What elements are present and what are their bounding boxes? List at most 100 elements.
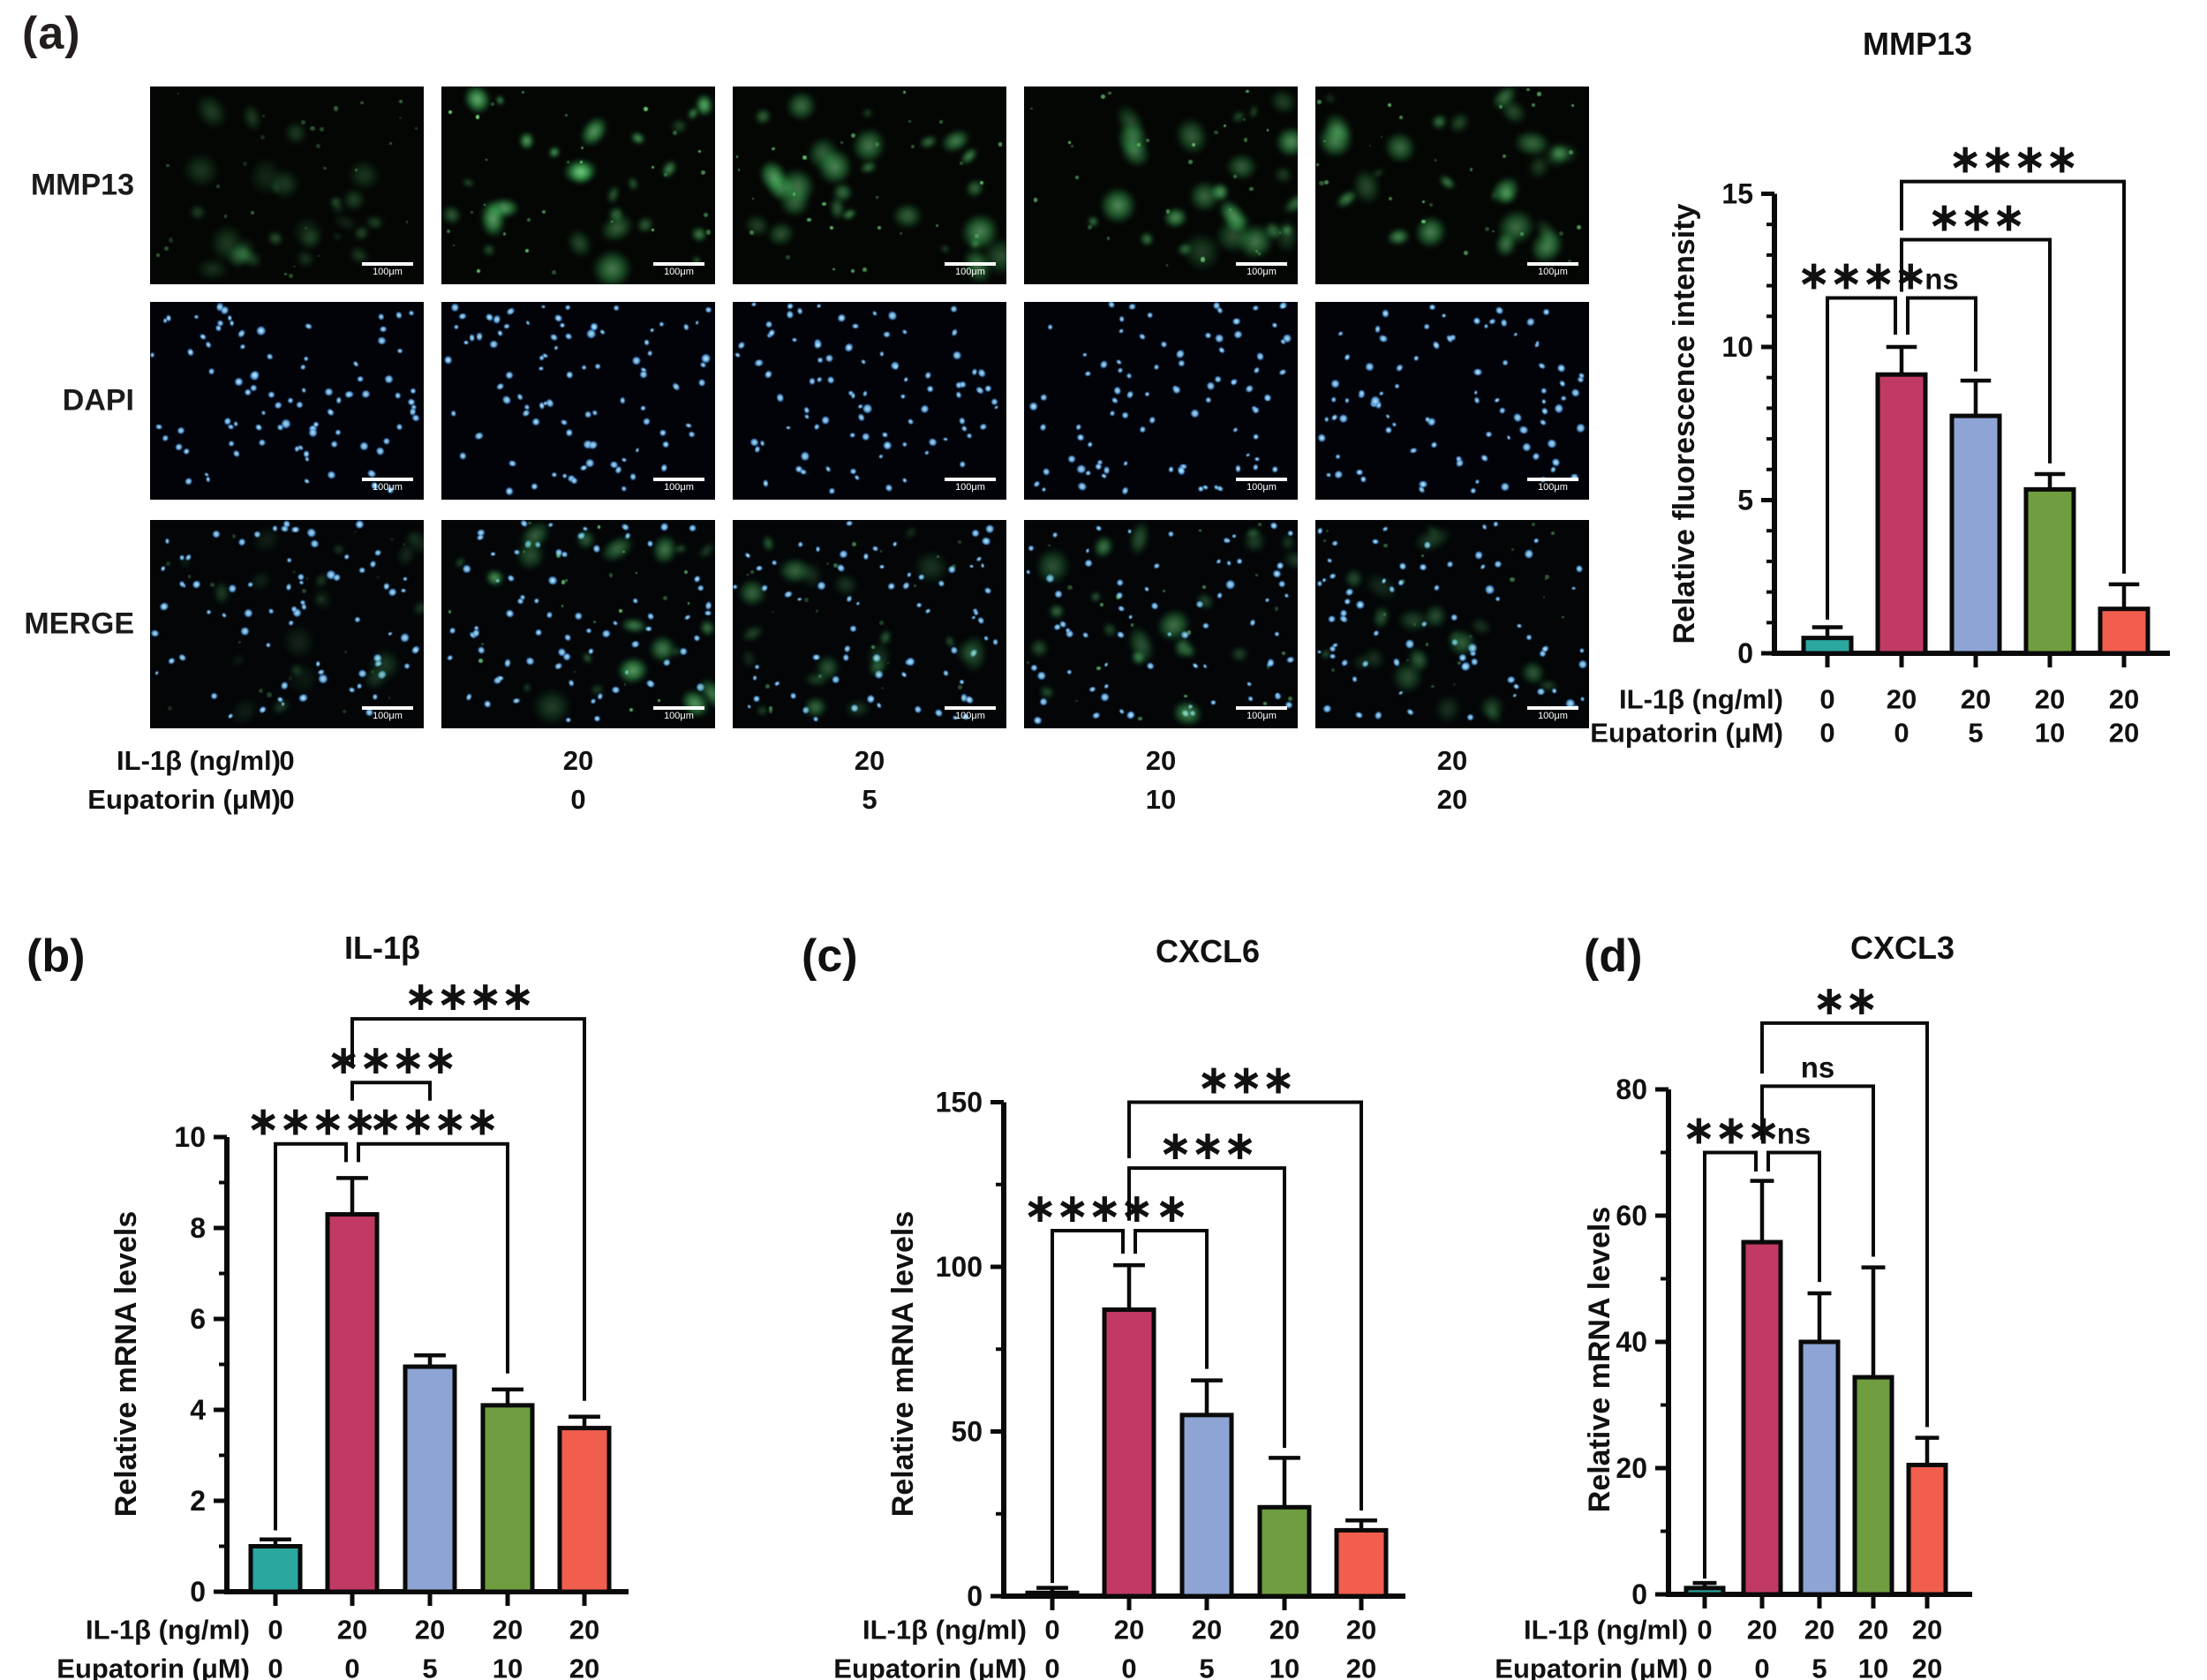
- fluorescence-speck: [957, 685, 962, 690]
- fluorescence-speck: [343, 651, 347, 654]
- micro-tile-mmp13-col2: 100μm: [441, 87, 715, 284]
- fluorescence-speck: [1106, 237, 1111, 240]
- fluorescence-speck: [1088, 225, 1093, 230]
- fluorescence-speck: [1464, 251, 1469, 256]
- x-row-value-1-3: 10: [1269, 1654, 1299, 1680]
- y-tick-label: 0: [1737, 637, 1753, 669]
- fluorescence-speck: [310, 125, 315, 132]
- scale-bar-label: 100μm: [664, 482, 694, 493]
- fluorescence-speck: [851, 133, 856, 139]
- x-row-value-0-3: 20: [493, 1615, 523, 1646]
- fluorescence-speck: [485, 158, 487, 162]
- sig-label-1: ∗: [1155, 1184, 1187, 1232]
- fluorescence-speck: [975, 234, 980, 239]
- treatment-value-1-3: 10: [1145, 784, 1177, 815]
- x-row-value-1-0: 0: [1819, 718, 1834, 749]
- sig-bracket-2: [1900, 237, 2052, 463]
- fluorescence-speck: [1068, 141, 1071, 144]
- fluorescence-speck: [706, 230, 712, 235]
- x-row-label-1: Eupatorin (μM): [1495, 1654, 1688, 1680]
- fluorescence-speck: [405, 221, 409, 223]
- treatment-value-0-2: 20: [854, 745, 885, 776]
- sig-bracket-0: [1826, 296, 1897, 620]
- x-row-value-1-3: 10: [2035, 718, 2065, 749]
- fluorescence-speck: [826, 561, 829, 565]
- x-row-value-1-0: 0: [1697, 1654, 1712, 1680]
- scale-bar-label: 100μm: [1247, 482, 1277, 493]
- y-tick-label: 100: [936, 1251, 983, 1283]
- treatment-value-1-2: 5: [862, 784, 878, 815]
- fluorescence-speck: [1413, 622, 1416, 626]
- x-row-value-1-0: 0: [267, 1654, 282, 1680]
- fluorescence-speck: [609, 573, 614, 577]
- scale-bar: 100μm: [1527, 478, 1578, 493]
- sig-label-2: ∗∗∗: [1927, 193, 2024, 241]
- x-row-label-0: IL-1β (ng/ml): [1524, 1615, 1688, 1646]
- x-row-label-1: Eupatorin (μM): [56, 1654, 250, 1680]
- fluorescence-speck: [1383, 543, 1388, 548]
- fluorescence-speck: [1278, 231, 1282, 234]
- fluorescence-speck: [1426, 643, 1429, 646]
- fluorescence-speck: [802, 154, 807, 160]
- fluorescence-speck: [1401, 578, 1406, 584]
- y-tick-label: 5: [1737, 485, 1753, 516]
- fluorescence-speck: [1263, 701, 1268, 705]
- y-tick-label: 8: [190, 1212, 206, 1244]
- fluorescence-speck: [1200, 257, 1205, 262]
- fluorescence-speck: [644, 107, 648, 111]
- scale-bar-label: 100μm: [373, 267, 403, 277]
- scale-bar: 100μm: [362, 478, 413, 493]
- fluorescence-speck: [480, 642, 485, 646]
- x-row-value-0-3: 20: [2035, 684, 2065, 715]
- fluorescence-speck: [621, 550, 625, 554]
- fluorescence-speck: [881, 686, 885, 690]
- bar-cxcl6-2: [1179, 1413, 1234, 1599]
- fluorescence-speck: [579, 160, 584, 164]
- sig-bracket-1: [1906, 296, 1977, 372]
- fluorescence-speck: [315, 143, 321, 149]
- fluorescence-speck: [875, 142, 880, 147]
- chart-title: IL-1β: [344, 930, 420, 966]
- fluorescence-speck: [862, 267, 867, 273]
- x-row-value-1-3: 10: [1858, 1654, 1888, 1680]
- treatment-value-0-4: 20: [1436, 745, 1468, 776]
- fluorescence-speck: [302, 588, 307, 594]
- x-row-value-1-1: 0: [344, 1654, 359, 1680]
- scale-bar-label: 100μm: [1538, 482, 1568, 493]
- sig-label-1: ∗∗∗∗: [327, 1036, 456, 1083]
- fluorescence-speck: [376, 575, 380, 579]
- fluorescence-speck: [1275, 606, 1279, 611]
- fluorescence-speck: [251, 211, 255, 215]
- sig-label-1: ns: [1925, 262, 1959, 295]
- fluorescence-speck: [1071, 145, 1073, 148]
- fluorescence-speck: [765, 684, 771, 689]
- scale-bar-label: 100μm: [1247, 267, 1277, 277]
- micro-tile-merge-col5: 100μm: [1315, 520, 1589, 728]
- micro-tile-dapi-col2: 100μm: [441, 302, 715, 500]
- x-row-value-0-0: 0: [1697, 1615, 1712, 1646]
- y-tick-label: 10: [1721, 331, 1753, 363]
- fluorescence-speck: [1492, 230, 1495, 233]
- x-row-value-0-2: 20: [415, 1615, 445, 1646]
- scale-bar: 100μm: [945, 706, 996, 721]
- fluorescence-speck: [1266, 129, 1269, 132]
- scale-bar-label: 100μm: [373, 711, 403, 721]
- fluorescence-speck: [475, 115, 480, 119]
- y-tick-label: 6: [190, 1303, 206, 1335]
- fluorescence-speck: [524, 248, 530, 253]
- fluorescence-speck: [879, 621, 884, 625]
- sig-bracket-0: [1703, 1150, 1758, 1579]
- y-axis-title: Relative mRNA levels: [886, 1211, 920, 1517]
- y-tick-label: 40: [1616, 1326, 1647, 1358]
- sig-label-0: ∗∗∗∗: [1796, 251, 1925, 298]
- fluorescence-speck: [388, 697, 390, 699]
- fluorescence-speck: [751, 197, 755, 200]
- fluorescence-speck: [939, 120, 944, 124]
- fluorescence-speck: [561, 605, 564, 607]
- fluorescence-speck: [389, 142, 393, 146]
- fluorescence-speck: [177, 92, 179, 95]
- bar-cxcl6-3: [1257, 1504, 1312, 1599]
- fluorescence-speck: [701, 170, 706, 176]
- sig-label-3: ∗∗: [1812, 976, 1877, 1024]
